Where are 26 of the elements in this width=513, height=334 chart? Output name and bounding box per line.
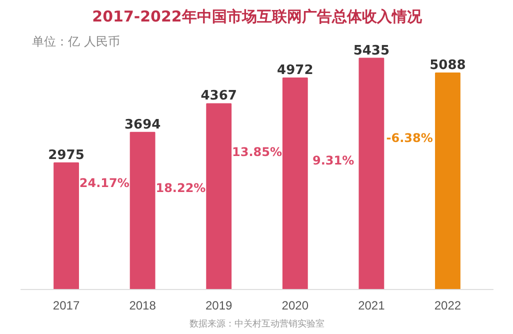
- x-tick-label: 2019: [206, 298, 233, 312]
- data-label: 5088: [430, 58, 466, 74]
- x-tick-label: 2022: [434, 298, 462, 312]
- x-tick-label: 2020: [282, 298, 309, 312]
- annotation: 13.85%: [232, 144, 282, 159]
- bar: [54, 162, 79, 290]
- data-label: 3694: [124, 117, 161, 132]
- data-label: 4367: [200, 88, 237, 104]
- data-label: 5435: [353, 43, 390, 58]
- annotation: 18.22%: [156, 181, 206, 196]
- bar: [358, 58, 384, 290]
- data-label: 2975: [48, 148, 84, 163]
- bar: [435, 72, 460, 290]
- chart-subtitle: 单位：亿 人民币: [32, 34, 120, 48]
- bar: [130, 132, 156, 290]
- x-tick-label: 2018: [129, 298, 156, 312]
- bar: [206, 103, 232, 290]
- source-note: 数据来源：中关村互动营销实验室: [190, 318, 324, 330]
- annotation: 9.31%: [312, 154, 354, 168]
- bar: [282, 77, 308, 290]
- chart-title: 2017-2022年中国市场互联网广告总体收入情况: [92, 8, 423, 26]
- x-tick-label: 2017: [52, 298, 80, 312]
- annotation: 24.17%: [79, 176, 130, 190]
- annotation: -6.38%: [386, 131, 433, 146]
- data-label: 4972: [277, 62, 314, 78]
- x-tick-label: 2021: [358, 298, 386, 312]
